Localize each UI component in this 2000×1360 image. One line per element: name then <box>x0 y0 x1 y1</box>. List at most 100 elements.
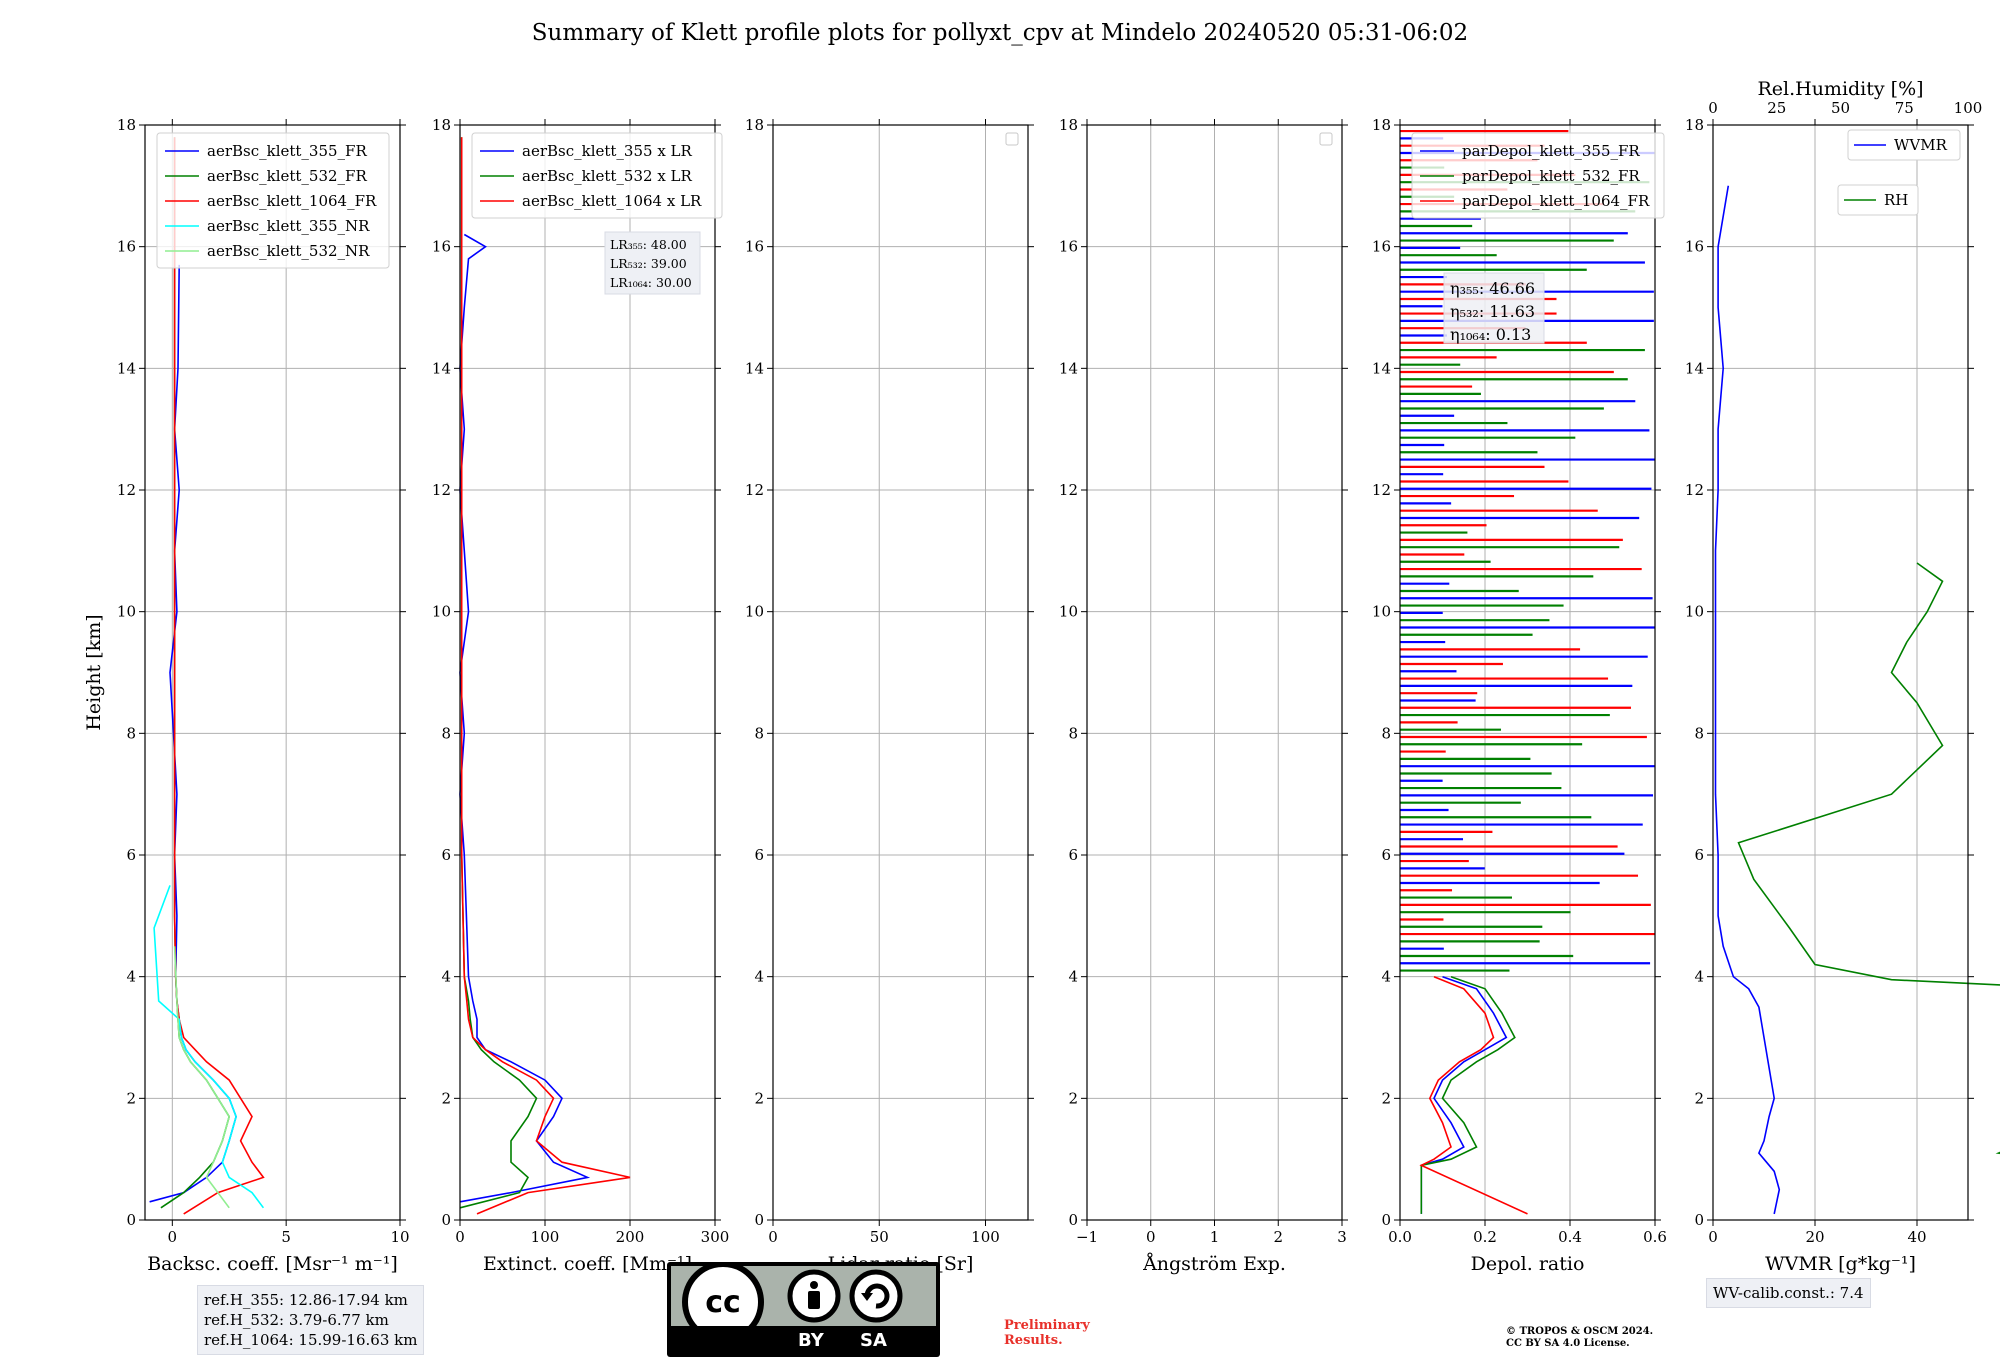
ytick-label: 14 <box>745 359 764 377</box>
legend-entry: RH <box>1884 191 1908 209</box>
xtick-label: 0.6 <box>1643 1228 1667 1246</box>
ytick-label: 4 <box>1381 968 1391 986</box>
ref-height-355: ref.H_355: 12.86-17.94 km <box>204 1291 408 1309</box>
series-aerBsc_klett_355 x LR <box>459 233 591 1203</box>
ytick-label: 10 <box>745 603 764 621</box>
legend-box <box>1847 129 1961 161</box>
top-xtick-label: 50 <box>1831 99 1850 117</box>
lidar-ratio-box <box>604 231 701 295</box>
eta-value: η₃₅₅: 46.66 <box>1450 279 1535 298</box>
ytick-label: 0 <box>441 1211 451 1229</box>
ytick-label: 10 <box>1685 603 1704 621</box>
series-WVMR <box>1714 185 1781 1215</box>
svg-text:cc: cc <box>705 1285 741 1320</box>
ytick-label: 2 <box>754 1089 764 1107</box>
panel-bsc: 0 2 4 6 8 10 12 14 16 18 0 5 10 Backsc. coeff. [Msr⁻¹… <box>83 116 410 1275</box>
ytick-label: 10 <box>1372 603 1391 621</box>
legend-entry: aerBsc_klett_532_FR <box>207 167 367 185</box>
legend-entry: parDepol_klett_532_FR <box>1462 167 1640 185</box>
series-aerBsc_klett_1064 x LR <box>460 137 631 1215</box>
xtick-label: 0.0 <box>1388 1228 1412 1246</box>
ytick-label: 18 <box>117 116 136 134</box>
lidar-ratio-value: LR₅₃₂: 39.00 <box>610 256 687 271</box>
series-parDepol_klett_532_FR <box>1420 975 1516 1214</box>
results-label: Results. <box>1004 1333 1063 1348</box>
ytick-label: 14 <box>1685 359 1704 377</box>
legend-box <box>156 132 390 269</box>
ytick-label: 0 <box>754 1211 764 1229</box>
ytick-label: 18 <box>1372 116 1391 134</box>
axes-frame <box>772 124 1029 1221</box>
legend-entry: aerBsc_klett_1064 x LR <box>522 192 702 210</box>
ytick-label: 6 <box>754 846 764 864</box>
ytick-label: 8 <box>1068 724 1078 742</box>
empty-legend-box <box>1005 132 1019 146</box>
ytick-label: 6 <box>1068 846 1078 864</box>
legend-entry: parDepol_klett_1064_FR <box>1462 192 1650 210</box>
ytick-label: 8 <box>126 724 136 742</box>
ref-height-1064: ref.H_1064: 15.99-16.63 km <box>204 1331 418 1349</box>
ytick-label: 16 <box>1372 238 1391 256</box>
ytick-label: 6 <box>441 846 451 864</box>
ytick-label: 12 <box>1685 481 1704 499</box>
ytick-label: 4 <box>441 968 451 986</box>
panel-dep: 0 2 4 6 8 10 12 14 16 18 0.0 0.2 0.4 0.6 Depol. ratio p… <box>1372 116 1667 1275</box>
ytick-label: 0 <box>126 1211 136 1229</box>
legend-entry: aerBsc_klett_355_FR <box>207 142 367 160</box>
series-aerBsc_klett_532 x LR <box>459 137 538 1209</box>
cc-logo-icons: cc <box>671 1261 936 1343</box>
top-xtick-label: 100 <box>1954 99 1983 117</box>
share-alike-icon <box>849 1269 903 1323</box>
xaxis-label: Ångström Exp. <box>1142 1253 1286 1275</box>
ytick-label: 8 <box>1381 724 1391 742</box>
lidar-ratio-value: LR₃₅₅: 48.00 <box>610 237 687 252</box>
ytick-label: 12 <box>745 481 764 499</box>
ytick-label: 2 <box>1381 1089 1391 1107</box>
ytick-label: 0 <box>1381 1211 1391 1229</box>
xaxis-label: Depol. ratio <box>1471 1253 1585 1275</box>
xtick-label: 0.2 <box>1473 1228 1497 1246</box>
series-RH <box>1737 562 2000 1155</box>
xtick-label: 200 <box>616 1228 645 1246</box>
legend-box <box>471 132 723 219</box>
ytick-label: 4 <box>754 968 764 986</box>
ytick-label: 6 <box>1381 846 1391 864</box>
cc-license-bar: BY SA <box>671 1328 936 1353</box>
ytick-label: 2 <box>126 1089 136 1107</box>
legend-box <box>1837 184 1919 216</box>
xaxis-label: Backsc. coeff. [Msr⁻¹ m⁻¹] <box>147 1253 398 1275</box>
legend-entry: aerBsc_klett_532 x LR <box>522 167 693 185</box>
series-parDepol_klett_355_FR <box>1420 975 1508 1214</box>
ytick-label: 14 <box>432 359 451 377</box>
xtick-label: 5 <box>281 1228 291 1246</box>
axes-frame <box>459 124 716 1221</box>
xtick-label: 10 <box>390 1228 409 1246</box>
copyright-line-2: CC BY SA 4.0 License. <box>1506 1338 1630 1349</box>
xtick-label: 1 <box>1210 1228 1220 1246</box>
reference-height-box: ref.H_355: 12.86-17.94 km ref.H_532: 3.7… <box>197 1285 425 1355</box>
xtick-label: 0 <box>1708 1228 1718 1246</box>
eta-value: η₁₀₆₄: 0.13 <box>1450 325 1531 344</box>
xtick-label: 0 <box>168 1228 178 1246</box>
xtick-label: 0 <box>768 1228 778 1246</box>
preliminary-label: Preliminary <box>1004 1318 1090 1333</box>
yaxis-label: Height [km] <box>83 614 105 730</box>
ytick-label: 16 <box>117 238 136 256</box>
legend-entry: WVMR <box>1894 136 1948 154</box>
ytick-label: 6 <box>1694 846 1704 864</box>
ytick-label: 18 <box>1059 116 1078 134</box>
lidar-ratio-value: LR₁₀₆₄: 30.00 <box>610 275 692 290</box>
legend-entry: aerBsc_klett_355 x LR <box>522 142 693 160</box>
ytick-label: 0 <box>1068 1211 1078 1229</box>
ytick-label: 12 <box>1059 481 1078 499</box>
xtick-label: −1 <box>1076 1228 1098 1246</box>
ytick-label: 16 <box>1685 238 1704 256</box>
axes-frame <box>1712 124 1969 1221</box>
ytick-label: 4 <box>126 968 136 986</box>
xtick-label: 50 <box>870 1228 889 1246</box>
top-xtick-label: 0 <box>1708 99 1718 117</box>
ytick-label: 16 <box>432 238 451 256</box>
xtick-label: 300 <box>701 1228 730 1246</box>
